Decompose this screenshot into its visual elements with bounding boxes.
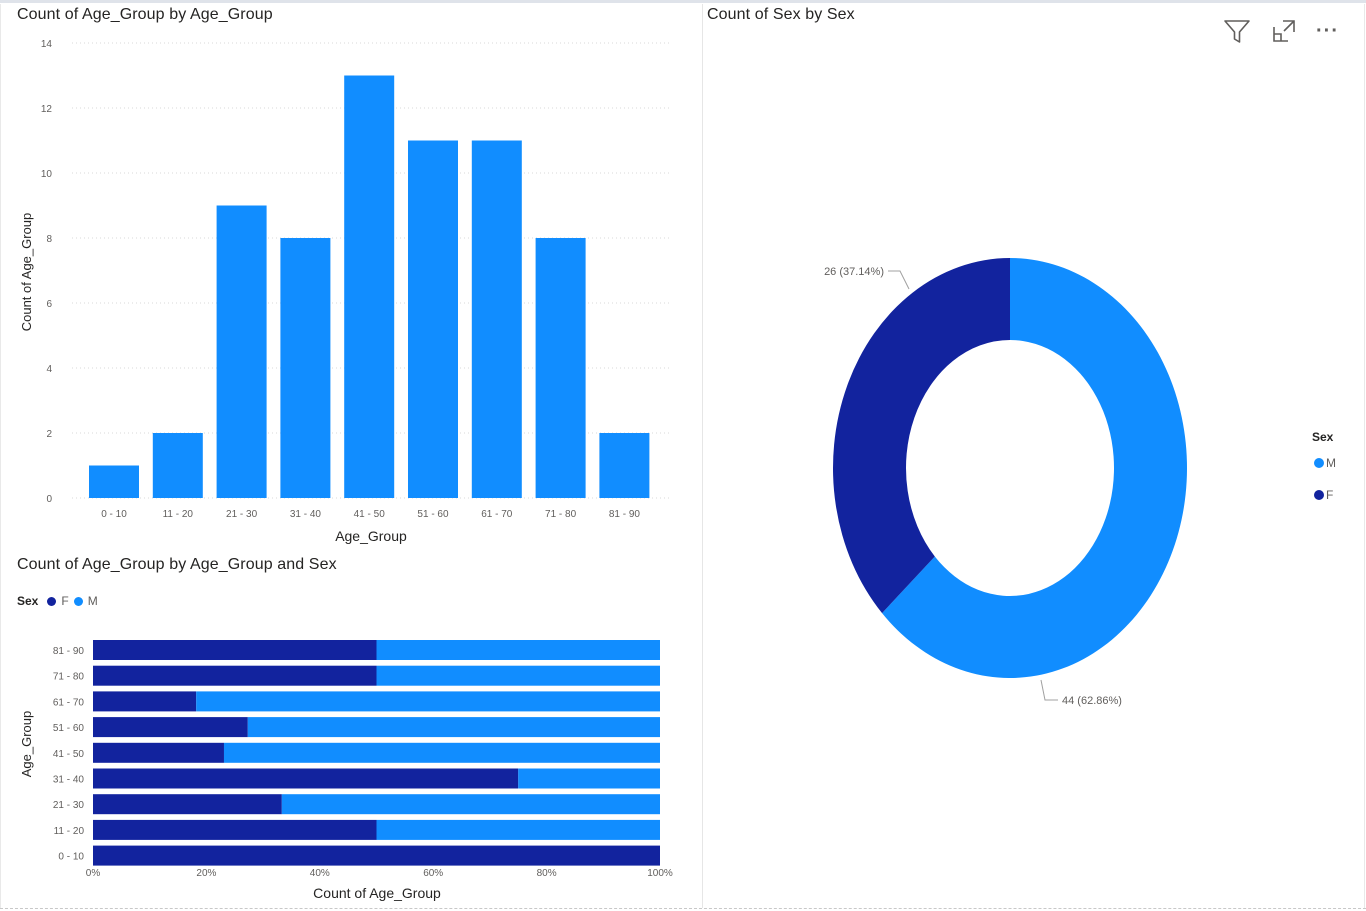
bar[interactable] [152,433,203,498]
y-tick-label: 11 - 20 [54,826,85,837]
y-tick-label: 71 - 80 [53,672,85,683]
x-tick-label: 0 - 10 [101,509,127,520]
leader-line [888,270,910,290]
y-tick-label: 10 [41,169,53,180]
bar-segment-m[interactable] [223,742,661,763]
legend-swatch-m [73,596,83,606]
bar[interactable] [344,75,395,499]
visual-divider [702,4,703,908]
y-tick-label: 0 [46,494,52,505]
y-tick-label: 61 - 70 [53,697,85,708]
more-options-icon[interactable]: ··· [1316,19,1339,42]
y-tick-label: 14 [41,39,53,50]
x-axis-label: Age_Group [335,528,407,544]
sex-donut-chart: 44 (62.86%) 26 (37.14%) Sex M F [824,258,1336,707]
x-tick-label: 80% [537,868,557,879]
x-tick-label: 81 - 90 [609,509,641,520]
legend-label-m[interactable]: M [87,594,98,608]
x-tick-label: 41 - 50 [354,509,386,520]
bar[interactable] [408,140,458,499]
bar-segment-f[interactable] [93,794,282,815]
bar[interactable] [535,238,586,498]
bar-segment-f[interactable] [93,768,519,789]
y-tick-label: 12 [41,104,53,115]
stacked-legend: Sex F M [17,594,98,608]
x-tick-label: 31 - 40 [290,509,322,520]
bar-segment-f[interactable] [93,640,377,660]
bar[interactable] [89,465,139,499]
y-tick-label: 8 [46,234,52,245]
donut-chart-title: Count of Sex by Sex [707,6,855,23]
bar-segment-m[interactable] [247,717,660,738]
bar-segment-f[interactable] [93,717,248,738]
y-tick-label: 31 - 40 [53,775,85,786]
legend-label-f[interactable]: F [61,594,69,608]
legend-label[interactable]: M [1326,456,1336,470]
y-axis-label: Count of Age_Group [19,213,34,332]
y-tick-label: 21 - 30 [53,800,85,811]
legend-label[interactable]: F [1326,488,1333,502]
x-tick-label: 61 - 70 [481,509,513,520]
bottom-border [0,908,1366,909]
donut-slice[interactable] [833,258,1010,614]
y-tick-label: 51 - 60 [53,723,85,734]
bar-segment-f[interactable] [93,819,377,840]
left-border [0,4,1,908]
y-tick-label: 41 - 50 [53,749,85,760]
data-label: 26 (37.14%) [824,266,884,278]
y-tick-label: 0 - 10 [58,852,84,863]
y-tick-label: 2 [46,429,52,440]
bar-segment-m[interactable] [376,665,661,686]
data-label: 44 (62.86%) [1062,695,1122,707]
bar-segment-m[interactable] [518,768,660,789]
x-axis-label: Count of Age_Group [313,885,441,901]
y-tick-label: 6 [46,299,52,310]
filter-icon[interactable] [1222,16,1252,46]
x-tick-label: 100% [647,868,673,879]
bar-segment-f[interactable] [93,665,377,686]
bar-segment-m[interactable] [281,794,660,815]
right-border [1364,4,1365,908]
bar-segment-m[interactable] [376,819,661,840]
x-tick-label: 0% [86,868,101,879]
bar[interactable] [216,205,267,499]
bar-segment-m[interactable] [376,640,661,660]
x-tick-label: 71 - 80 [545,509,577,520]
x-tick-label: 40% [310,868,330,879]
legend-swatch [1314,490,1324,500]
visual-header-toolbar: ··· [1222,14,1358,48]
stacked-chart-title: Count of Age_Group by Age_Group and Sex [17,556,337,573]
x-tick-label: 51 - 60 [417,509,449,520]
y-axis-label: Age_Group [19,711,34,778]
age-group-column-chart: 0 2 4 6 8 10 12 14 0 - 10 11 - 20 21 - 30 31 - 40 41… [19,39,672,544]
bar[interactable] [599,433,650,498]
bar-segment-f[interactable] [93,845,660,866]
x-tick-label: 20% [196,868,216,879]
donut-slice[interactable] [882,258,1187,678]
bar[interactable] [471,140,522,499]
age-sex-stacked-bar-chart: 81 - 90 71 - 80 61 - 70 51 - 60 41 - 50 31 - … [19,640,673,901]
bar-segment-m[interactable] [196,691,660,712]
y-tick-label: 4 [46,364,52,375]
bar-segment-f[interactable] [93,691,197,712]
focus-mode-icon[interactable] [1270,17,1298,45]
column-chart-title: Count of Age_Group by Age_Group [17,6,273,23]
x-tick-label: 21 - 30 [226,509,258,520]
legend-swatch [1314,458,1324,468]
bar[interactable] [280,238,331,498]
bar-segment-f[interactable] [93,742,224,763]
top-border [0,0,1366,3]
legend-title: Sex [1312,430,1334,444]
x-tick-label: 11 - 20 [163,509,194,520]
y-tick-label: 81 - 90 [53,646,85,657]
legend-swatch-f [47,596,57,606]
leader-line [1040,679,1058,701]
x-tick-label: 60% [423,868,443,879]
stacked-legend-title: Sex [17,594,39,608]
